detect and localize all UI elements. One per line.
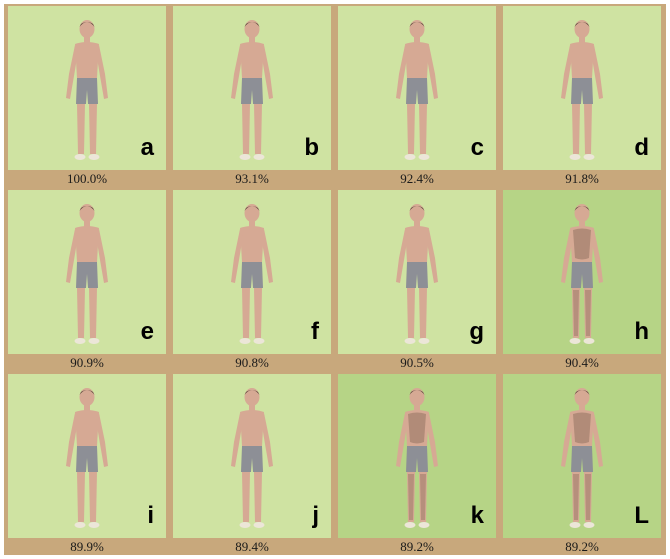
human-figure-icon bbox=[231, 388, 273, 528]
human-figure-icon bbox=[396, 388, 438, 528]
grid-cell-i: i 89.9% bbox=[5, 372, 169, 556]
grid-cell-d: d 91.8% bbox=[500, 4, 664, 188]
human-figure-icon bbox=[561, 204, 603, 344]
similarity-caption: 100.0% bbox=[66, 171, 108, 186]
panel-letter: L bbox=[634, 502, 649, 529]
grid-cell-f: f 90.8% bbox=[170, 188, 334, 372]
panel: e bbox=[8, 190, 166, 354]
similarity-caption: 91.8% bbox=[565, 171, 599, 186]
panel: d bbox=[503, 6, 661, 170]
similarity-caption: 90.9% bbox=[70, 355, 104, 370]
grid-cell-g: g 90.5% bbox=[335, 188, 499, 372]
similarity-caption: 89.2% bbox=[400, 539, 434, 554]
panel-letter: e bbox=[140, 318, 154, 345]
grid-cell-k: k 89.2% bbox=[335, 372, 499, 556]
similarity-caption: 89.2% bbox=[565, 539, 599, 554]
panel-letter: j bbox=[312, 502, 319, 529]
human-figure-icon bbox=[231, 204, 273, 344]
panel: c bbox=[338, 6, 496, 170]
panel: i bbox=[8, 374, 166, 538]
human-figure-icon bbox=[66, 20, 108, 160]
panel-letter: d bbox=[634, 134, 649, 161]
similarity-caption: 89.4% bbox=[235, 539, 269, 554]
panel-letter: i bbox=[147, 502, 154, 529]
panel: f bbox=[173, 190, 331, 354]
similarity-caption: 90.5% bbox=[400, 355, 434, 370]
panel-letter: f bbox=[311, 318, 319, 345]
grid-cell-j: j 89.4% bbox=[170, 372, 334, 556]
panel-letter: c bbox=[470, 134, 484, 161]
panel: h bbox=[503, 190, 661, 354]
panel-letter: g bbox=[469, 318, 484, 345]
human-figure-icon bbox=[66, 204, 108, 344]
grid-cell-a: a 100.0% bbox=[5, 4, 169, 188]
human-figure-icon bbox=[231, 20, 273, 160]
human-figure-icon bbox=[561, 20, 603, 160]
panel: g bbox=[338, 190, 496, 354]
grid-cell-c: c 92.4% bbox=[335, 4, 499, 188]
panel: j bbox=[173, 374, 331, 538]
panel: L bbox=[503, 374, 661, 538]
panel: a bbox=[8, 6, 166, 170]
panel: b bbox=[173, 6, 331, 170]
panel-letter: b bbox=[304, 134, 319, 161]
human-figure-icon bbox=[396, 204, 438, 344]
panel: k bbox=[338, 374, 496, 538]
similarity-caption: 93.1% bbox=[235, 171, 269, 186]
comparison-grid: a 100.0% b 93.1% c 92.4% d 91.8% e 90.9% bbox=[4, 4, 666, 555]
human-figure-icon bbox=[396, 20, 438, 160]
similarity-caption: 89.9% bbox=[70, 539, 104, 554]
human-figure-icon bbox=[561, 388, 603, 528]
grid-cell-l: L 89.2% bbox=[500, 372, 664, 556]
panel-letter: h bbox=[634, 318, 649, 345]
similarity-caption: 90.4% bbox=[565, 355, 599, 370]
panel-letter: a bbox=[140, 134, 154, 161]
human-figure-icon bbox=[66, 388, 108, 528]
grid-cell-h: h 90.4% bbox=[500, 188, 664, 372]
similarity-caption: 92.4% bbox=[400, 171, 434, 186]
similarity-caption: 90.8% bbox=[235, 355, 269, 370]
grid-cell-e: e 90.9% bbox=[5, 188, 169, 372]
grid-cell-b: b 93.1% bbox=[170, 4, 334, 188]
panel-letter: k bbox=[470, 502, 484, 529]
